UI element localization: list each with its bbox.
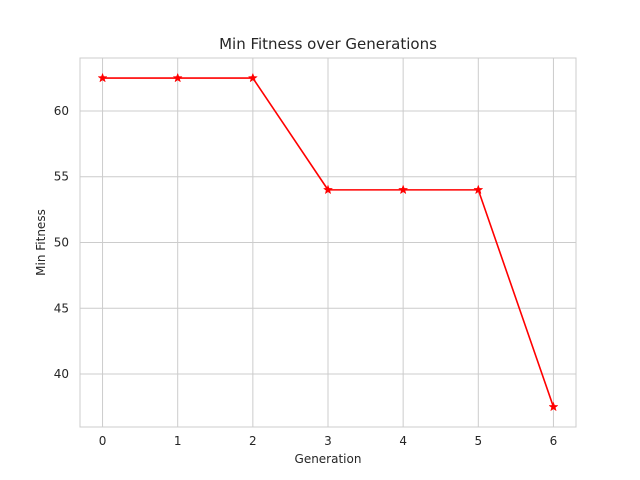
y-tick-label: 40: [54, 367, 69, 381]
x-tick-label: 2: [249, 434, 257, 448]
y-tick-label: 45: [54, 301, 69, 315]
x-axis-label: Generation: [295, 452, 362, 466]
y-tick-label: 60: [54, 104, 69, 118]
grid-lines: [80, 58, 576, 427]
data-point-star: [247, 72, 258, 83]
x-tick-label: 3: [324, 434, 332, 448]
y-tick-label: 55: [54, 170, 69, 184]
plot-area-frame: [79, 57, 577, 428]
x-tick-label: 4: [399, 434, 407, 448]
y-axis-label: Min Fitness: [34, 209, 48, 276]
data-point-star: [97, 72, 108, 83]
data-point-star: [172, 72, 183, 83]
data-point-star: [398, 184, 409, 195]
x-tick-label: 0: [99, 434, 107, 448]
data-point-star: [322, 184, 334, 195]
x-tick-label: 5: [474, 434, 482, 448]
chart-title: Min Fitness over Generations: [219, 35, 437, 53]
y-tick-label: 50: [54, 236, 69, 250]
x-tick-label: 1: [174, 434, 182, 448]
series-layer: [97, 72, 559, 412]
data-point-star: [548, 401, 559, 412]
x-tick-label: 6: [550, 434, 558, 448]
data-point-star: [473, 184, 484, 195]
